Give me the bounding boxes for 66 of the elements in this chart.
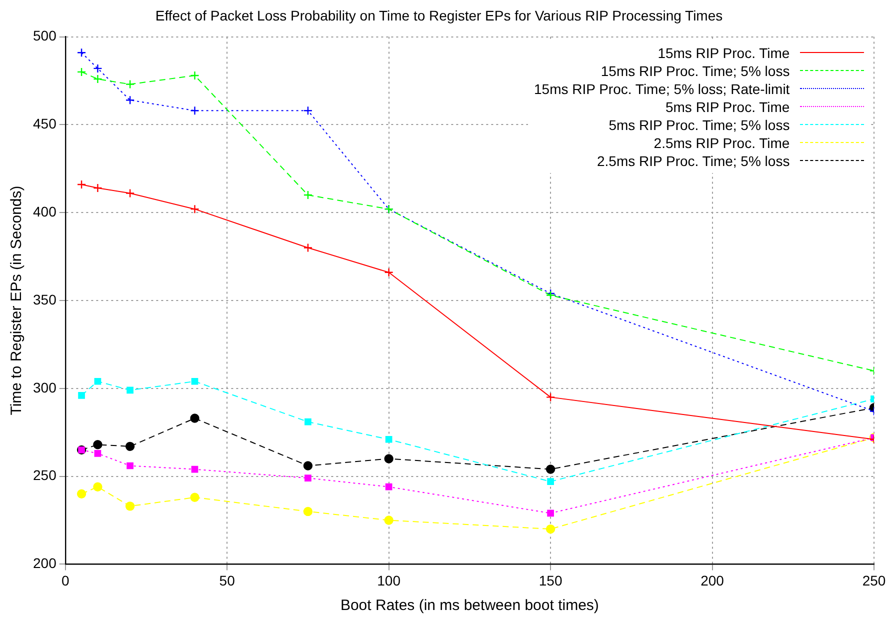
point — [93, 64, 102, 74]
point — [385, 436, 392, 443]
x-tick-label: 100 — [377, 572, 401, 588]
point — [126, 386, 134, 394]
legend-label: 15ms RIP Proc. Time; 5% loss; Rate-limit — [534, 80, 790, 98]
y-tick-label: 400 — [33, 203, 57, 220]
point — [93, 74, 102, 84]
point — [76, 180, 86, 190]
legend-label: 15ms RIP Proc. Time — [658, 44, 790, 62]
y-tick-label: 350 — [33, 291, 57, 308]
x-tick-label: 200 — [700, 572, 724, 588]
point — [303, 190, 313, 200]
point — [190, 414, 200, 423]
point — [384, 454, 394, 464]
point — [125, 502, 135, 511]
x-tick-label: 50 — [219, 572, 236, 588]
point — [125, 188, 135, 198]
point — [94, 450, 102, 457]
legend-label: 15ms RIP Proc. Time; 5% loss — [600, 62, 790, 80]
x-tick-label: 150 — [538, 572, 562, 588]
legend-label: 5ms RIP Proc. Time — [665, 98, 790, 116]
legend-label: 5ms RIP Proc. Time; 5% loss — [608, 116, 790, 134]
point — [385, 483, 392, 490]
y-tick-label: 500 — [33, 28, 57, 44]
point — [190, 492, 200, 502]
point — [303, 461, 313, 470]
point — [191, 466, 198, 473]
y-axis-title: Time to Register EPs (in Seconds) — [8, 186, 26, 416]
point — [547, 510, 554, 517]
point — [190, 70, 200, 80]
point — [191, 378, 198, 385]
point — [304, 418, 312, 426]
point — [93, 183, 102, 193]
point — [125, 442, 135, 452]
point — [126, 462, 134, 470]
x-axis-title: Boot Rates (in ms between boot times) — [340, 597, 599, 614]
point — [304, 474, 312, 482]
legend-label: 2.5ms RIP Proc. Time — [654, 134, 790, 152]
point — [303, 106, 313, 116]
point — [78, 392, 85, 399]
point — [93, 482, 102, 492]
point — [546, 464, 556, 474]
point — [94, 378, 102, 385]
x-tick-label: 0 — [61, 572, 70, 588]
point — [125, 95, 135, 105]
point — [76, 489, 86, 498]
point — [190, 106, 200, 116]
point — [93, 440, 102, 450]
point — [125, 80, 135, 89]
point — [546, 392, 556, 402]
y-tick-label: 450 — [33, 116, 57, 132]
x-tick-label: 250 — [862, 572, 886, 588]
y-tick-label: 300 — [33, 379, 57, 396]
point — [303, 506, 313, 516]
point — [384, 268, 394, 277]
y-tick-label: 200 — [33, 555, 57, 572]
point — [547, 478, 554, 486]
point — [76, 48, 86, 58]
y-tick-label: 250 — [33, 467, 57, 484]
chart-title: Effect of Packet Loss Probability on Time to Register EPs for Various RIP Processing Times — [155, 7, 723, 24]
point — [303, 243, 313, 252]
point — [190, 204, 200, 214]
point — [76, 67, 86, 77]
point — [384, 516, 394, 525]
point — [546, 524, 556, 534]
legend-label: 2.5ms RIP Proc. Time; 5% loss — [597, 152, 790, 170]
